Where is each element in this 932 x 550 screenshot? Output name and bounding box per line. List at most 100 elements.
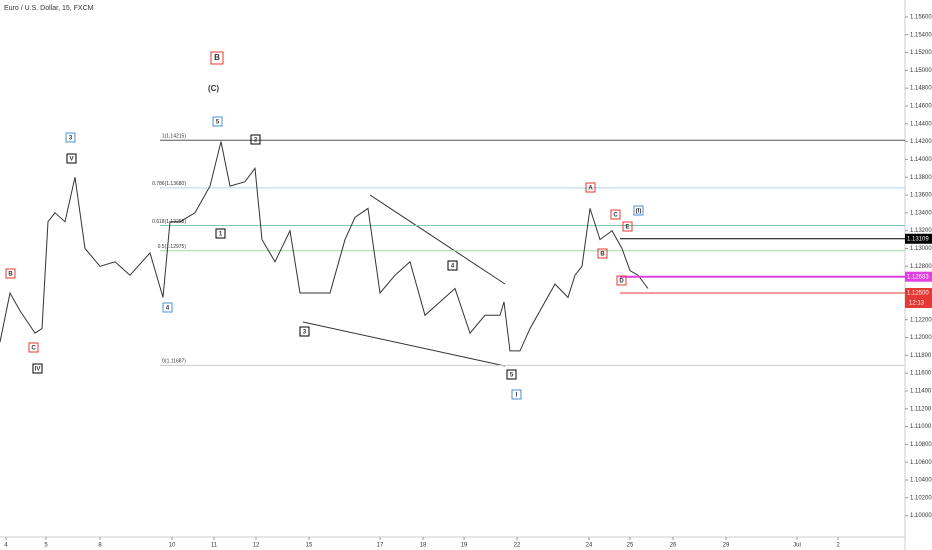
- wave-label-box: [210, 51, 224, 65]
- x-tick-label: 29: [723, 543, 730, 549]
- x-tick-label: 2: [836, 543, 840, 549]
- y-tick-label: 1.13200: [910, 228, 932, 234]
- x-tick-label: 26: [670, 543, 677, 549]
- price-tag-bg: [905, 287, 932, 298]
- wave-label-box: [506, 369, 517, 380]
- y-tick-label: 1.10400: [910, 478, 932, 484]
- x-tick-label: 18: [420, 543, 427, 549]
- wave-label-box: [633, 205, 644, 216]
- wave-label: E: [625, 225, 629, 231]
- x-tick-label: 24: [586, 543, 593, 549]
- y-tick-label: 1.14000: [910, 157, 932, 163]
- y-tick-label: 1.12200: [910, 317, 932, 323]
- price-tag-bg: [905, 233, 932, 244]
- wave-label-box: [215, 228, 226, 239]
- x-tick-label: 15: [306, 543, 313, 549]
- y-tick-label: 1.13000: [910, 246, 932, 252]
- wave-label: C: [31, 346, 36, 352]
- wave-label-box: [28, 342, 39, 353]
- wave-label-box: [212, 116, 223, 127]
- y-tick-label: 1.14600: [910, 104, 932, 110]
- wave-label: 3: [69, 136, 73, 142]
- y-tick-label: 1.10600: [910, 460, 932, 466]
- x-tick-label: 25: [627, 543, 634, 549]
- fib-label: 1(1.14215): [162, 134, 187, 140]
- price-tag: 1.13109: [907, 236, 929, 242]
- wave-label-box: [162, 302, 173, 313]
- wave-label: (C): [208, 84, 219, 93]
- wave-label: 2: [254, 138, 258, 144]
- wave-label-box: [511, 389, 522, 400]
- chart-title: Euro / U.S. Dollar, 15, FXCM: [4, 5, 94, 12]
- wave-label: (I): [636, 209, 642, 215]
- wave-label: B: [214, 53, 220, 62]
- y-tick-label: 1.13400: [910, 210, 932, 216]
- wave-label: B: [600, 252, 605, 258]
- wave-label: V: [69, 157, 73, 163]
- y-tick-label: 1.10800: [910, 442, 932, 448]
- price-tag-bg: [905, 271, 932, 282]
- price-line: [0, 141, 649, 352]
- y-tick-label: 1.14200: [910, 139, 932, 145]
- y-tick-label: 1.15200: [910, 50, 932, 56]
- wave-label-box: [65, 132, 76, 143]
- wave-label: 5: [510, 373, 514, 379]
- wave-label-box: [616, 275, 627, 286]
- wave-label-box: [597, 248, 608, 259]
- x-tick-label: 8: [98, 543, 102, 549]
- x-tick-label: 4: [4, 543, 8, 549]
- wave-label-box: [32, 363, 43, 374]
- x-tick-label: 12: [253, 543, 260, 549]
- y-tick-label: 1.13600: [910, 193, 932, 199]
- wave-label: A: [588, 186, 593, 192]
- y-tick-label: 1.12800: [910, 264, 932, 270]
- wave-label: 1: [219, 232, 223, 238]
- trend-line: [302, 321, 506, 367]
- countdown: 12:13: [909, 301, 925, 307]
- price-tag: 1.12683: [907, 274, 929, 280]
- x-tick-label: Jul: [793, 543, 801, 549]
- wave-label: IV: [35, 367, 41, 373]
- wave-label-box: [447, 260, 458, 271]
- y-tick-label: 1.15400: [910, 32, 932, 38]
- y-tick-label: 1.11200: [910, 406, 932, 412]
- fib-label: 0.5(1.12975): [158, 244, 187, 250]
- wave-label: D: [619, 279, 624, 285]
- countdown-bg: [905, 297, 932, 308]
- y-tick-label: 1.13800: [910, 175, 932, 181]
- wave-label: 5: [216, 120, 220, 126]
- wave-label: B: [8, 272, 13, 278]
- y-tick-label: 1.10200: [910, 495, 932, 501]
- y-tick-label: 1.14800: [910, 86, 932, 92]
- y-tick-label: 1.15600: [910, 14, 932, 20]
- y-tick-label: 1.11600: [910, 371, 932, 377]
- wave-label-box: [250, 134, 261, 145]
- wave-label-box: [66, 153, 77, 164]
- x-tick-label: 10: [169, 543, 176, 549]
- y-tick-label: 1.15000: [910, 68, 932, 74]
- wave-label-box: [622, 221, 633, 232]
- y-tick-label: 1.12000: [910, 335, 932, 341]
- y-tick-label: 1.14400: [910, 121, 932, 127]
- wave-label: 3: [303, 330, 307, 336]
- y-tick-label: 1.11000: [910, 424, 932, 430]
- price-tag: 1.12500: [907, 291, 929, 297]
- trend-line: [369, 194, 506, 285]
- wave-label: 4: [166, 306, 170, 312]
- wave-label-box: [5, 268, 16, 279]
- wave-label: 4: [451, 264, 455, 270]
- fib-label: 0(1.11687): [162, 359, 186, 365]
- y-tick-label: 1.10000: [910, 513, 932, 519]
- x-tick-label: 22: [514, 543, 521, 549]
- wave-label: C: [613, 213, 618, 219]
- x-tick-label: 19: [461, 543, 468, 549]
- x-tick-label: 11: [211, 543, 218, 549]
- fib-label: 0.786(1.13680): [152, 181, 186, 187]
- wave-label-box: [299, 326, 310, 337]
- x-tick-label: 5: [44, 543, 48, 549]
- y-tick-label: 1.11400: [910, 389, 932, 395]
- fib-label: 0.618(1.13258): [152, 219, 186, 225]
- y-tick-label: 1.11800: [910, 353, 932, 359]
